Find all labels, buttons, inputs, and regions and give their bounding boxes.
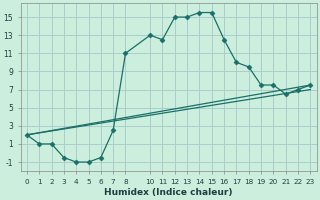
X-axis label: Humidex (Indice chaleur): Humidex (Indice chaleur) (104, 188, 233, 197)
